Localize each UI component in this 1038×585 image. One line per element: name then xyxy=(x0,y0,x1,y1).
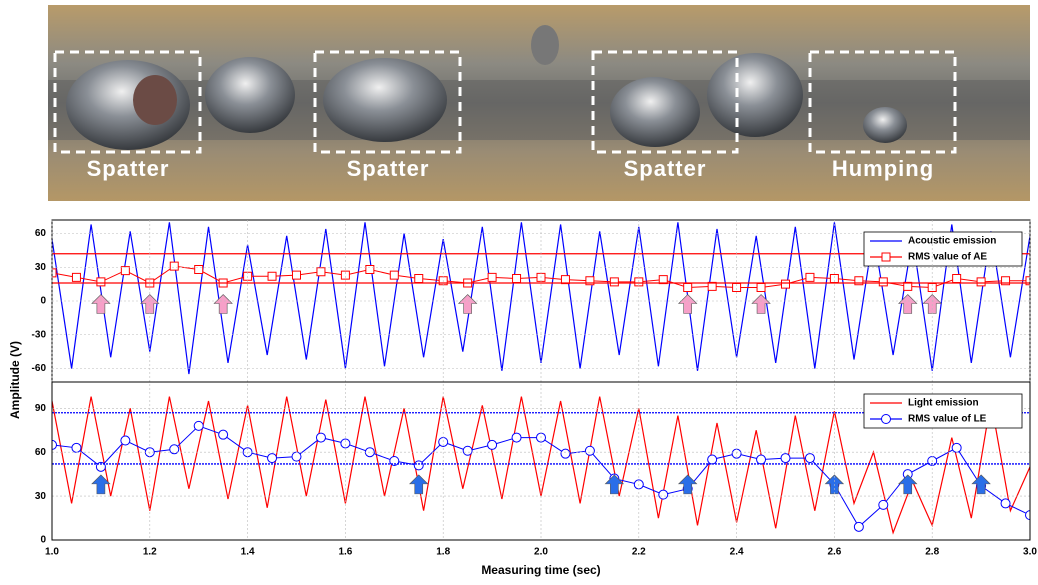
marker xyxy=(292,452,301,461)
marker xyxy=(879,500,888,509)
marker xyxy=(72,273,80,281)
marker xyxy=(782,280,790,288)
x-tick-label: 1.2 xyxy=(143,547,157,558)
marker xyxy=(170,262,178,270)
marker xyxy=(268,272,276,280)
arrow xyxy=(972,475,990,494)
marker xyxy=(977,278,985,286)
x-tick-label: 2.0 xyxy=(534,547,548,558)
y-tick-label: -30 xyxy=(32,329,47,340)
arrow xyxy=(679,475,697,494)
marker xyxy=(390,271,398,279)
marker xyxy=(366,266,374,274)
weld-bead xyxy=(323,58,447,142)
legend-marker xyxy=(882,253,890,261)
defect-label: Spatter xyxy=(87,156,170,181)
marker xyxy=(72,443,81,452)
x-tick-label: 1.4 xyxy=(241,547,255,558)
weld-bead xyxy=(707,53,803,137)
marker xyxy=(463,446,472,455)
marker xyxy=(953,275,961,283)
legend-label: RMS value of LE xyxy=(908,414,987,425)
marker xyxy=(415,275,423,283)
marker xyxy=(512,433,521,442)
y-tick-label: 30 xyxy=(35,262,47,273)
marker xyxy=(414,461,423,470)
y-tick-label: 30 xyxy=(35,491,47,502)
x-tick-label: 2.8 xyxy=(925,547,939,558)
legend-label: Light emission xyxy=(908,398,979,409)
marker xyxy=(684,284,692,292)
marker xyxy=(952,443,961,452)
marker xyxy=(316,433,325,442)
marker xyxy=(488,273,496,281)
marker xyxy=(97,278,105,286)
x-tick-label: 2.4 xyxy=(730,547,744,558)
x-axis-label: Measuring time (sec) xyxy=(481,563,600,577)
marker xyxy=(757,284,765,292)
marker xyxy=(513,275,521,283)
arrow xyxy=(92,295,110,314)
marker xyxy=(488,440,497,449)
marker xyxy=(219,430,228,439)
defect-label: Spatter xyxy=(347,156,430,181)
x-tick-label: 2.6 xyxy=(827,547,841,558)
y-tick-label: -60 xyxy=(32,363,47,374)
legend-label: RMS value of AE xyxy=(908,252,987,263)
marker xyxy=(806,273,814,281)
marker xyxy=(121,267,129,275)
weld-bead xyxy=(863,107,907,143)
marker xyxy=(659,490,668,499)
x-tick-label: 2.2 xyxy=(632,547,646,558)
marker xyxy=(561,449,570,458)
arrow xyxy=(459,295,477,314)
x-tick-label: 1.0 xyxy=(45,547,59,558)
marker xyxy=(854,522,863,531)
weld-spot xyxy=(531,25,559,65)
y-axis-label: Amplitude (V) xyxy=(8,341,22,419)
weld-bead xyxy=(205,57,295,133)
y-tick-label: 60 xyxy=(35,447,47,458)
marker xyxy=(757,455,766,464)
x-tick-label: 3.0 xyxy=(1023,547,1037,558)
weld-photo: Spatter Spatter Spatter Humping xyxy=(48,5,1030,201)
arrow xyxy=(410,475,428,494)
marker xyxy=(585,446,594,455)
arrow xyxy=(679,295,697,314)
weld-bead xyxy=(610,77,700,147)
y-tick-label: 0 xyxy=(40,296,46,307)
marker xyxy=(194,421,203,430)
x-tick-label: 1.8 xyxy=(436,547,450,558)
marker xyxy=(708,455,717,464)
marker xyxy=(317,268,325,276)
marker xyxy=(879,278,887,286)
marker xyxy=(293,271,301,279)
marker xyxy=(781,454,790,463)
marker xyxy=(268,454,277,463)
defect-label: Spatter xyxy=(624,156,707,181)
marker xyxy=(195,266,203,274)
y-tick-label: 90 xyxy=(35,403,47,414)
y-tick-label: 0 xyxy=(40,535,46,546)
legend-marker xyxy=(882,415,891,424)
arrow xyxy=(214,295,232,314)
weld-crater xyxy=(133,75,177,125)
marker xyxy=(121,436,130,445)
legend-label: Acoustic emission xyxy=(908,236,996,247)
figure: Spatter Spatter Spatter Humping Measurin… xyxy=(0,0,1038,580)
x-tick-label: 1.6 xyxy=(338,547,352,558)
y-tick-label: 60 xyxy=(35,228,47,239)
defect-label: Humping xyxy=(832,156,934,181)
marker xyxy=(1001,499,1010,508)
marker xyxy=(610,278,618,286)
marker xyxy=(805,454,814,463)
